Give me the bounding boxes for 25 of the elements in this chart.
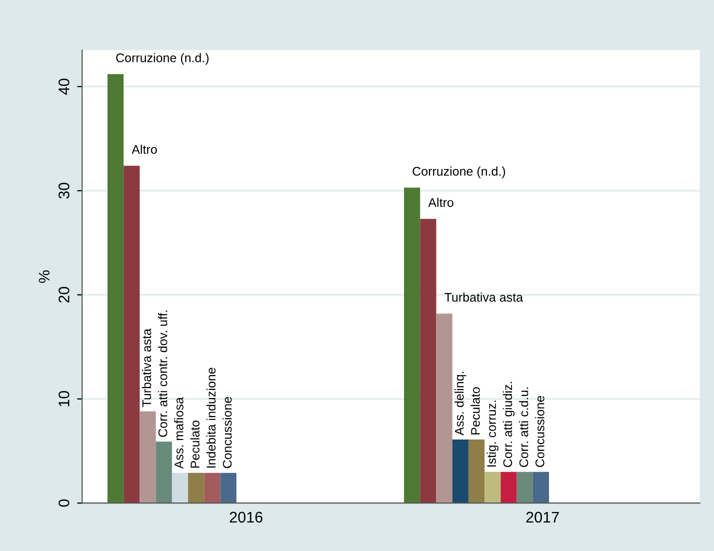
text: Ass. mafiosa (174, 397, 184, 469)
text: Peculato (190, 420, 200, 468)
text: Altro (428, 198, 454, 207)
text: Corr. atti c.d.u. (519, 388, 528, 468)
y-tick-label: 0 (58, 499, 70, 507)
y-tick-label: 10 (58, 391, 70, 406)
text: Corr. atti giudiz. (502, 382, 515, 468)
text: Ass. delinq. (454, 372, 466, 436)
y-axis-title: % (38, 270, 50, 283)
x-tick-label: 2017 (526, 512, 559, 523)
series-label: Altro (132, 144, 157, 154)
y-tick-label: 20 (58, 286, 70, 303)
text: Corr. atti contr. dov. uff. (158, 310, 168, 437)
text: Concussione (222, 396, 232, 468)
text: Indebita induzione (206, 368, 216, 468)
text: Concussione (535, 396, 544, 468)
y-tick-label: 30 (58, 182, 70, 199)
text: Turbativa asta (142, 328, 152, 407)
series-label: Corruzione (n.d.) (412, 166, 506, 178)
text: Istig. corruz. (486, 400, 498, 467)
x-tick-label: 2016 (230, 512, 262, 523)
text: Corruzione (n.d.) (116, 53, 209, 65)
y-tick-label: 40 (58, 78, 70, 95)
text: Turbativa asta (444, 292, 524, 302)
text: Peculato (470, 387, 480, 434)
